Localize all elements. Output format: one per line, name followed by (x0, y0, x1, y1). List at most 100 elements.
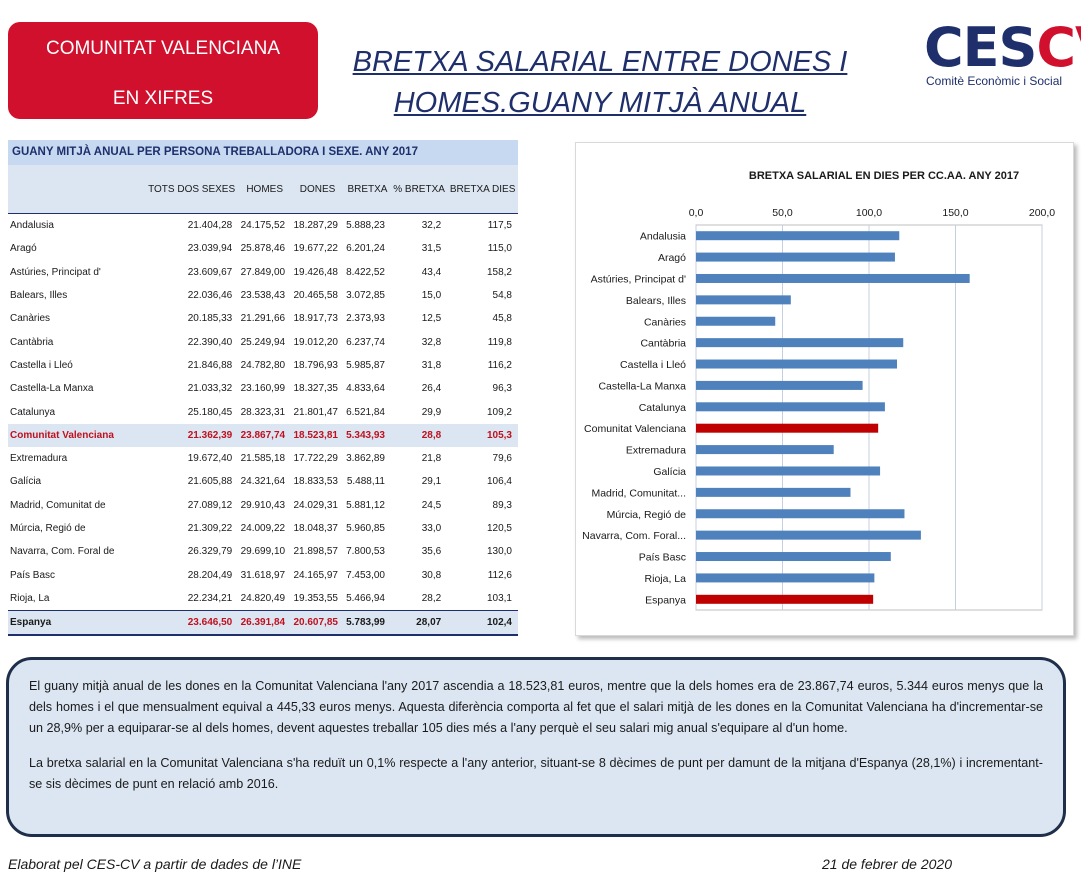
bar (696, 573, 875, 583)
bar (696, 252, 895, 262)
region-name-cell: Canàries (10, 313, 51, 325)
bar (696, 466, 881, 476)
bar (696, 295, 791, 305)
summary-paragraph-1: El guany mitjà anual de les dones en la … (29, 679, 1043, 735)
value-cell: 21.801,47 (293, 406, 338, 418)
value-cell: 28.204,49 (187, 569, 233, 581)
value-cell: 5.466,94 (346, 592, 385, 604)
salary-table-section: GUANY MITJÀ ANUAL PER PERSONA TREBALLADO… (8, 140, 518, 637)
logo-mark-cv: CV (1036, 16, 1081, 79)
value-cell: 24,5 (421, 499, 442, 511)
value-cell: 3.072,85 (346, 290, 385, 302)
bar (696, 423, 879, 433)
table-row: Madrid, Comunitat de 27.089,12 29.910,43 24… (8, 494, 518, 517)
publication-date: 21 de febrer de 2020 (822, 856, 952, 872)
x-tick-label: 100,0 (856, 207, 882, 219)
value-cell: 5.985,87 (346, 359, 385, 371)
region-name-cell: Andalusia (10, 220, 54, 232)
category-label: País Basc (639, 552, 686, 564)
value-cell: 18.523,81 (291, 423, 344, 447)
value-cell: 119,8 (487, 336, 512, 348)
bar (696, 402, 885, 412)
source-note: Elaborat pel CES-CV a partir de dades de… (8, 856, 302, 872)
value-cell: 28,8 (391, 423, 448, 447)
value-cell: 27.089,12 (187, 499, 233, 511)
value-cell: 20.465,58 (293, 290, 338, 302)
value-cell: 6.201,24 (346, 243, 385, 255)
value-cell: 23.538,43 (240, 290, 286, 302)
table-row: Galícia 21.605,88 24.321,64 18.833,53 5.488,… (8, 470, 518, 493)
table-header-cell: HOMES (238, 165, 292, 214)
table-header-cell: BRETXA DIES (447, 165, 518, 214)
value-cell: 18.287,29 (293, 220, 338, 232)
value-cell: 23.867,74 (238, 423, 292, 447)
x-tick-label: 150,0 (942, 207, 968, 219)
region-name-cell: Galícia (10, 476, 42, 488)
value-cell: 102,4 (447, 610, 518, 637)
value-cell: 5.881,12 (346, 499, 385, 511)
value-cell: 28,2 (421, 592, 442, 604)
region-name-cell: Catalunya (10, 406, 56, 418)
value-cell: 21.362,39 (145, 423, 239, 447)
value-cell: 22.390,40 (187, 336, 233, 348)
region-name-cell: Astúries, Principat d' (10, 266, 101, 278)
category-label: Galícia (653, 466, 686, 478)
chart-svg: BRETXA SALARIAL EN DIES PER CC.AA. ANY 2… (582, 170, 1055, 611)
region-name-cell: Extremadura (10, 453, 68, 465)
value-cell: 18.833,53 (293, 476, 338, 488)
bar (696, 552, 891, 562)
value-cell: 33,0 (421, 523, 442, 534)
value-cell: 45,8 (492, 313, 512, 325)
category-label: Balears, Illes (626, 295, 686, 307)
value-cell: 7.453,00 (346, 569, 385, 581)
bar (696, 594, 874, 604)
bar (696, 380, 863, 390)
value-cell: 27.849,00 (240, 266, 286, 278)
region-name-cell: Castella-La Manxa (10, 383, 94, 395)
region-name-cell: Rioja, La (10, 592, 50, 604)
category-label: Aragó (658, 252, 686, 264)
table-row: Andalusia 21.404,28 24.175,52 18.287,29 5.88… (8, 214, 518, 238)
summary-box: El guany mitjà anual de les dones en la … (6, 657, 1066, 837)
value-cell: 19.672,40 (187, 453, 233, 465)
value-cell: 158,2 (486, 266, 512, 278)
value-cell: 35,6 (421, 546, 442, 558)
page-title: BRETXA SALARIAL ENTRE DONES I HOMES.GUAN… (345, 42, 855, 124)
x-tick-label: 200,0 (1029, 207, 1055, 219)
value-cell: 24.175,52 (240, 220, 286, 232)
cescv-logo: CESCV Comitè Econòmic i Social (924, 21, 1081, 92)
category-label: Canàries (644, 316, 686, 328)
value-cell: 18.796,93 (293, 359, 338, 371)
value-cell: 21.309,22 (187, 523, 233, 534)
badge-line-2: EN XIFRES (112, 88, 214, 109)
region-name-cell: Balears, Illes (10, 290, 68, 302)
value-cell: 28.323,31 (240, 406, 286, 418)
table-header-cell: % BRETXA (391, 165, 448, 214)
value-cell: 25.878,46 (240, 243, 286, 255)
category-label: Espanya (645, 594, 686, 606)
category-label: Comunitat Valenciana (584, 423, 686, 435)
value-cell: 43,4 (421, 266, 442, 278)
value-cell: 103,1 (486, 592, 512, 604)
category-label: Catalunya (639, 402, 686, 414)
value-cell: 8.422,52 (346, 266, 385, 278)
title-line-2: HOMES.GUANY MITJÀ ANUAL (393, 87, 807, 119)
table-header-cell: DONES (291, 165, 344, 214)
value-cell: 5.783,99 (343, 610, 391, 637)
table-row: Aragó 23.039,94 25.878,46 19.677,22 6.201,24… (8, 237, 518, 260)
table-header-cell: TOTS DOS SEXES (145, 165, 239, 214)
category-label: Cantàbria (640, 338, 686, 350)
region-name-cell: Madrid, Comunitat de (10, 499, 106, 511)
table-row: Comunitat Valenciana 21.362,39 23.867,74 18… (8, 423, 518, 447)
badge-line-1: COMUNITAT VALENCIANA (45, 38, 280, 59)
value-cell: 54,8 (492, 290, 512, 302)
value-cell: 22.234,21 (187, 592, 233, 604)
value-cell: 5.888,23 (346, 220, 385, 232)
bar (696, 487, 851, 497)
bar (696, 316, 776, 326)
category-label: Astúries, Principat d' (591, 273, 686, 285)
logo-mark-ces: CES (924, 16, 1037, 79)
salary-table: TOTS DOS SEXES HOMES DONES BRETXA% BRETXA BR… (8, 165, 518, 637)
region-name-cell: Espanya (8, 610, 145, 637)
value-cell: 31,5 (421, 243, 442, 255)
